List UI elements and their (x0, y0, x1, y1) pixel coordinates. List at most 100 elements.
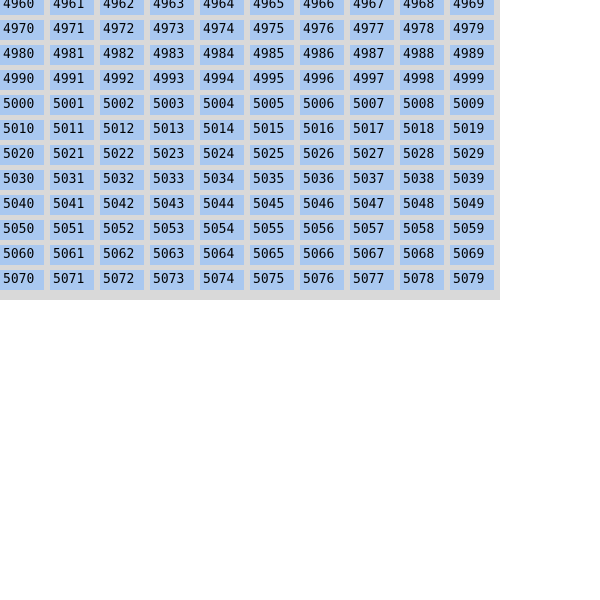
grid-cell[interactable]: 5036 (300, 170, 344, 190)
grid-cell[interactable]: 5016 (300, 120, 344, 140)
grid-cell[interactable]: 5069 (450, 245, 494, 265)
grid-cell[interactable]: 5008 (400, 95, 444, 115)
grid-cell[interactable]: 5048 (400, 195, 444, 215)
grid-cell[interactable]: 5022 (100, 145, 144, 165)
grid-cell[interactable]: 4994 (200, 70, 244, 90)
grid-cell[interactable]: 5052 (100, 220, 144, 240)
grid-cell[interactable]: 5039 (450, 170, 494, 190)
grid-cell[interactable]: 4979 (450, 20, 494, 40)
grid-cell[interactable]: 5034 (200, 170, 244, 190)
grid-cell[interactable]: 4997 (350, 70, 394, 90)
grid-cell[interactable]: 5017 (350, 120, 394, 140)
grid-cell[interactable]: 5020 (0, 145, 44, 165)
grid-cell[interactable]: 4987 (350, 45, 394, 65)
grid-cell[interactable]: 5072 (100, 270, 144, 290)
grid-cell[interactable]: 4968 (400, 0, 444, 15)
grid-cell[interactable]: 5079 (450, 270, 494, 290)
grid-cell[interactable]: 5023 (150, 145, 194, 165)
grid-cell[interactable]: 5047 (350, 195, 394, 215)
grid-cell[interactable]: 4977 (350, 20, 394, 40)
grid-cell[interactable]: 5062 (100, 245, 144, 265)
grid-cell[interactable]: 4973 (150, 20, 194, 40)
grid-cell[interactable]: 5032 (100, 170, 144, 190)
grid-cell[interactable]: 4962 (100, 0, 144, 15)
grid-cell[interactable]: 5055 (250, 220, 294, 240)
grid-cell[interactable]: 4993 (150, 70, 194, 90)
grid-cell[interactable]: 4982 (100, 45, 144, 65)
grid-cell[interactable]: 5015 (250, 120, 294, 140)
grid-cell[interactable]: 5026 (300, 145, 344, 165)
grid-cell[interactable]: 5006 (300, 95, 344, 115)
grid-cell[interactable]: 4969 (450, 0, 494, 15)
grid-cell[interactable]: 5044 (200, 195, 244, 215)
grid-cell[interactable]: 4967 (350, 0, 394, 15)
grid-cell[interactable]: 4998 (400, 70, 444, 90)
grid-cell[interactable]: 4985 (250, 45, 294, 65)
grid-cell[interactable]: 5021 (50, 145, 94, 165)
grid-cell[interactable]: 5028 (400, 145, 444, 165)
grid-cell[interactable]: 5051 (50, 220, 94, 240)
grid-cell[interactable]: 5071 (50, 270, 94, 290)
grid-cell[interactable]: 5033 (150, 170, 194, 190)
grid-cell[interactable]: 5056 (300, 220, 344, 240)
grid-cell[interactable]: 5063 (150, 245, 194, 265)
grid-cell[interactable]: 5067 (350, 245, 394, 265)
grid-cell[interactable]: 5030 (0, 170, 44, 190)
grid-cell[interactable]: 4986 (300, 45, 344, 65)
grid-cell[interactable]: 5065 (250, 245, 294, 265)
grid-cell[interactable]: 4984 (200, 45, 244, 65)
grid-cell[interactable]: 5029 (450, 145, 494, 165)
grid-cell[interactable]: 4963 (150, 0, 194, 15)
grid-cell[interactable]: 5025 (250, 145, 294, 165)
grid-cell[interactable]: 5070 (0, 270, 44, 290)
grid-cell[interactable]: 5041 (50, 195, 94, 215)
grid-cell[interactable]: 5057 (350, 220, 394, 240)
grid-cell[interactable]: 5027 (350, 145, 394, 165)
grid-cell[interactable]: 4990 (0, 70, 44, 90)
grid-cell[interactable]: 5003 (150, 95, 194, 115)
grid-cell[interactable]: 5013 (150, 120, 194, 140)
grid-cell[interactable]: 4999 (450, 70, 494, 90)
grid-cell[interactable]: 4965 (250, 0, 294, 15)
grid-cell[interactable]: 5002 (100, 95, 144, 115)
grid-cell[interactable]: 4983 (150, 45, 194, 65)
grid-cell[interactable]: 5053 (150, 220, 194, 240)
grid-cell[interactable]: 5050 (0, 220, 44, 240)
grid-cell[interactable]: 5024 (200, 145, 244, 165)
grid-cell[interactable]: 5077 (350, 270, 394, 290)
grid-cell[interactable]: 5078 (400, 270, 444, 290)
grid-cell[interactable]: 5075 (250, 270, 294, 290)
grid-cell[interactable]: 4992 (100, 70, 144, 90)
grid-cell[interactable]: 5060 (0, 245, 44, 265)
grid-cell[interactable]: 5066 (300, 245, 344, 265)
grid-cell[interactable]: 5045 (250, 195, 294, 215)
grid-cell[interactable]: 5073 (150, 270, 194, 290)
grid-cell[interactable]: 5000 (0, 95, 44, 115)
grid-cell[interactable]: 5009 (450, 95, 494, 115)
grid-cell[interactable]: 5035 (250, 170, 294, 190)
grid-cell[interactable]: 4974 (200, 20, 244, 40)
grid-cell[interactable]: 5014 (200, 120, 244, 140)
grid-cell[interactable]: 4972 (100, 20, 144, 40)
grid-cell[interactable]: 5049 (450, 195, 494, 215)
grid-cell[interactable]: 5059 (450, 220, 494, 240)
grid-cell[interactable]: 4995 (250, 70, 294, 90)
grid-cell[interactable]: 5005 (250, 95, 294, 115)
grid-cell[interactable]: 5042 (100, 195, 144, 215)
grid-cell[interactable]: 5031 (50, 170, 94, 190)
grid-cell[interactable]: 5040 (0, 195, 44, 215)
grid-cell[interactable]: 4960 (0, 0, 44, 15)
grid-cell[interactable]: 4964 (200, 0, 244, 15)
grid-cell[interactable]: 4996 (300, 70, 344, 90)
grid-cell[interactable]: 5038 (400, 170, 444, 190)
grid-cell[interactable]: 4966 (300, 0, 344, 15)
grid-cell[interactable]: 4961 (50, 0, 94, 15)
grid-cell[interactable]: 5058 (400, 220, 444, 240)
grid-cell[interactable]: 5004 (200, 95, 244, 115)
grid-cell[interactable]: 4978 (400, 20, 444, 40)
grid-cell[interactable]: 5064 (200, 245, 244, 265)
grid-cell[interactable]: 5076 (300, 270, 344, 290)
grid-cell[interactable]: 5054 (200, 220, 244, 240)
grid-cell[interactable]: 4981 (50, 45, 94, 65)
grid-cell[interactable]: 4971 (50, 20, 94, 40)
